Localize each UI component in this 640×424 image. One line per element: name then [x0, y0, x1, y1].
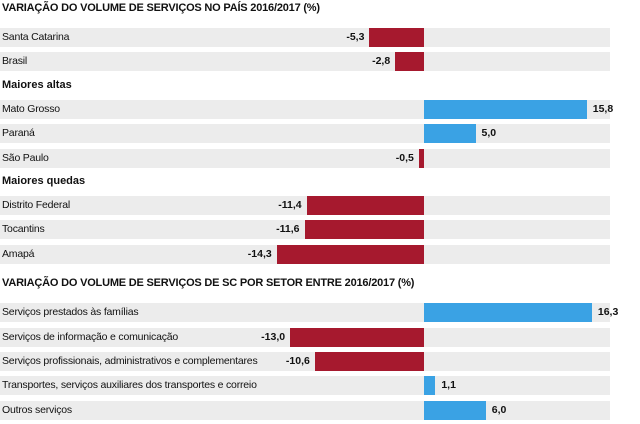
bar-row: Brasil -2,8 — [0, 50, 640, 74]
bar — [424, 99, 587, 119]
row-label: Serviços de informação e comunicação — [2, 330, 179, 343]
section-heading: Maiores altas — [2, 78, 72, 91]
data-label: -14,3 — [247, 247, 272, 260]
row-band — [0, 376, 610, 396]
data-label: -2,8 — [372, 55, 391, 68]
row-band — [0, 400, 610, 420]
bar-row: Distrito Federal -11,4 — [0, 194, 640, 218]
row-band — [0, 352, 610, 371]
bar-row: Serviços prestados às famílias 16,3 — [0, 301, 640, 325]
bar-row: Mato Grosso 15,8 — [0, 98, 640, 122]
row-label: São Paulo — [2, 151, 49, 164]
bar-row: Tocantins -11,6 — [0, 218, 640, 242]
bar — [304, 220, 424, 240]
row-label: Tocantins — [2, 223, 45, 236]
data-label: -11,4 — [278, 199, 302, 211]
data-label: -11,6 — [276, 223, 300, 236]
chart-title: VARIAÇÃO DO VOLUME DE SERVIÇOS DE SC POR… — [2, 277, 415, 290]
bar-row: Transportes, serviços auxiliares dos tra… — [0, 374, 640, 398]
bar — [424, 303, 592, 323]
row-label: Serviços profissionais, administrativos … — [2, 355, 258, 367]
bar — [306, 196, 424, 215]
row-label: Santa Catarina — [2, 31, 70, 43]
row-band — [0, 148, 610, 168]
chart-title: VARIAÇÃO DO VOLUME DE SERVIÇOS NO PAÍS 2… — [2, 2, 320, 14]
bar-row: Paraná 5,0 — [0, 122, 640, 146]
data-label: -0,5 — [395, 151, 414, 164]
row-band — [0, 124, 610, 144]
data-label: -10,6 — [285, 355, 310, 367]
data-label: 15,8 — [592, 102, 614, 115]
bar-row: Amapá -14,3 — [0, 243, 640, 267]
data-label: 6,0 — [491, 403, 507, 416]
bar — [276, 244, 424, 264]
bar-row: Outros serviços 6,0 — [0, 399, 640, 423]
data-label: -5,3 — [346, 31, 365, 43]
bar — [418, 148, 424, 168]
bar-row: Serviços profissionais, administrativos … — [0, 350, 640, 374]
bar — [369, 28, 424, 47]
bar — [395, 52, 424, 72]
row-label: Amapá — [2, 247, 35, 260]
row-band — [0, 196, 610, 215]
bar-row: Santa Catarina -5,3 — [0, 26, 640, 50]
bar-row: São Paulo -0,5 — [0, 147, 640, 171]
data-label: 5,0 — [481, 127, 497, 140]
bar — [424, 400, 486, 420]
bar — [290, 327, 424, 347]
bar — [424, 124, 476, 144]
data-label: 16,3 — [597, 306, 619, 319]
data-label: -13,0 — [261, 330, 286, 343]
row-label: Distrito Federal — [2, 199, 70, 211]
row-label: Brasil — [2, 55, 28, 68]
row-label: Mato Grosso — [2, 102, 60, 115]
bar — [424, 376, 436, 396]
bar — [314, 352, 424, 371]
bar-row: Serviços de informação e comunicação -13,… — [0, 326, 640, 350]
row-band — [0, 52, 610, 72]
row-band — [0, 28, 610, 47]
data-label: 1,1 — [441, 379, 456, 392]
row-label: Outros serviços — [2, 403, 72, 416]
row-label: Serviços prestados às famílias — [2, 306, 139, 319]
section-heading: Maiores quedas — [2, 175, 86, 187]
row-label: Paraná — [2, 127, 35, 140]
row-label: Transportes, serviços auxiliares dos tra… — [2, 379, 257, 392]
